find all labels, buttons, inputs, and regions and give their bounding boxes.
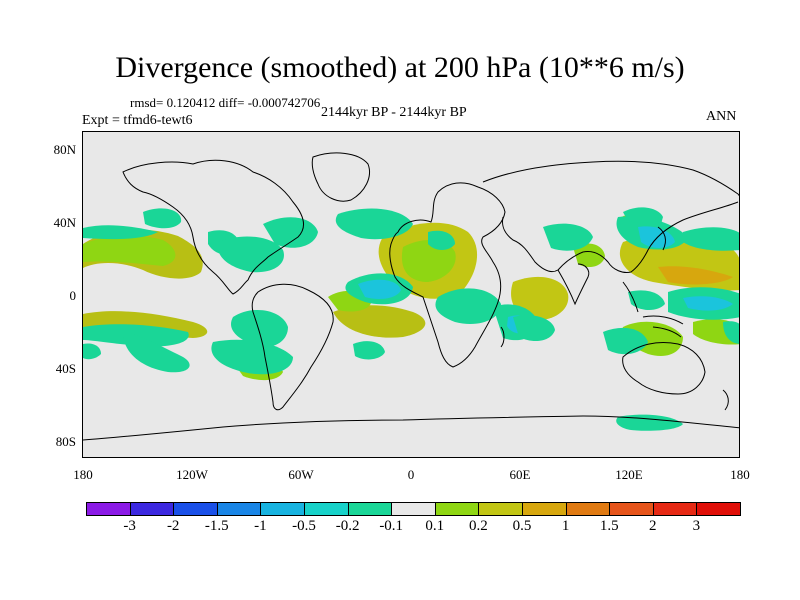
- colorbar-swatch: [173, 502, 218, 516]
- coastlines: [83, 152, 739, 441]
- colorbar-swatch: [216, 502, 262, 516]
- colorbar-label: 0.2: [469, 518, 488, 534]
- colorbar-label: 0.1: [425, 518, 445, 534]
- colorbar-swatch: [347, 502, 393, 516]
- lat-tick-80s: 80S: [55, 434, 76, 449]
- colorbar-swatch: [434, 502, 480, 516]
- map-svg: [83, 132, 739, 457]
- colorbar: [86, 502, 741, 516]
- colorbar-swatch: [522, 502, 567, 516]
- colorbar-label: -0.1: [379, 518, 404, 534]
- stats-line: rmsd= 0.120412 diff= -0.000742706: [130, 95, 321, 110]
- colorbar-swatch: [565, 502, 611, 516]
- colorbar-label: 2: [649, 518, 657, 534]
- lon-tick-60w: 60W: [288, 467, 314, 482]
- colorbar-swatch: [652, 502, 698, 516]
- colorbar-swatch: [304, 502, 349, 516]
- colorbar-swatch: [478, 502, 523, 516]
- colorbar-swatch: [696, 502, 741, 516]
- colorbar-label: 0.5: [512, 518, 532, 534]
- colorbar-swatch: [86, 502, 131, 516]
- colorbar-label: 1: [561, 518, 570, 534]
- colorbar-label: 1.5: [599, 518, 619, 534]
- lon-tick-180w: 180: [73, 467, 93, 482]
- period-label: 2144kyr BP - 2144kyr BP: [321, 105, 467, 120]
- colorbar-label: 3: [692, 518, 701, 534]
- colorbar-label: -0.5: [292, 518, 316, 534]
- colorbar-label: -3: [123, 518, 136, 534]
- map-panel: [82, 131, 740, 458]
- colorbar-swatch: [260, 502, 305, 516]
- colorbar-label: -0.2: [335, 518, 360, 534]
- season-label: ANN: [706, 109, 737, 124]
- lat-tick-40n: 40N: [53, 215, 76, 230]
- plot-title: Divergence (smoothed) at 200 hPa (10**6 …: [115, 51, 685, 84]
- lon-tick-60e: 60E: [509, 467, 531, 482]
- colorbar-label: -1.5: [204, 518, 229, 534]
- colorbar-swatch: [609, 502, 654, 516]
- lat-tick-40s: 40S: [55, 361, 76, 376]
- lon-tick-120w: 120W: [176, 467, 208, 482]
- lon-tick-180e: 180: [730, 467, 750, 482]
- lat-tick-80n: 80N: [53, 142, 76, 157]
- lon-tick-0: 0: [407, 467, 415, 482]
- lat-tick-eq: 0: [69, 288, 77, 303]
- colorbar-swatch: [129, 502, 175, 516]
- experiment-label: Expt = tfmd6-tewt6: [82, 113, 193, 128]
- colorbar-label: -1: [254, 518, 267, 534]
- negative-field: [83, 207, 739, 431]
- lon-tick-120e: 120E: [615, 467, 643, 482]
- colorbar-swatch: [391, 502, 436, 516]
- colorbar-label: -2: [166, 518, 180, 534]
